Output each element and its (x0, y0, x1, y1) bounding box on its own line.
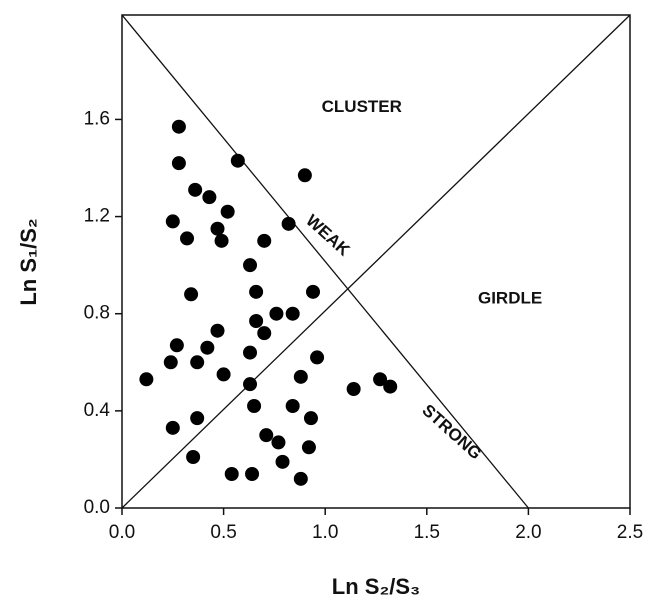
point (171, 119, 186, 134)
point (243, 345, 258, 360)
point (180, 231, 195, 246)
point (297, 168, 312, 183)
y-axis-label: Ln S₁/S₂ (16, 218, 41, 305)
y-tick-label: 0.8 (84, 303, 110, 324)
point (186, 450, 201, 464)
point (165, 214, 180, 229)
y-tick-label: 1.2 (84, 206, 110, 227)
y-tick-label: 0.0 (84, 497, 110, 518)
point (310, 350, 325, 365)
point (165, 420, 180, 435)
point (346, 382, 361, 396)
x-tick-label: 1.0 (312, 522, 338, 543)
point (202, 190, 217, 205)
point (210, 221, 225, 236)
x-tick-label: 0.0 (109, 522, 135, 543)
point (230, 153, 245, 168)
point (257, 233, 272, 248)
point (220, 204, 235, 219)
point (301, 440, 316, 455)
point (171, 156, 186, 171)
point (247, 399, 262, 413)
point (306, 284, 321, 299)
y-tick-label: 0.4 (84, 400, 111, 421)
y-tick-label: 1.6 (84, 108, 110, 129)
point (281, 216, 296, 231)
point (243, 258, 258, 273)
point (257, 326, 272, 341)
point (224, 467, 239, 481)
point (210, 323, 225, 338)
point (285, 306, 300, 321)
x-tick-label: 2.0 (515, 522, 541, 543)
point (275, 454, 290, 469)
point (190, 411, 205, 426)
annotation: STRONG (418, 401, 485, 464)
point (293, 369, 308, 384)
point (139, 372, 154, 387)
point (269, 306, 284, 321)
point (373, 372, 388, 387)
point (200, 340, 215, 355)
point (293, 471, 308, 486)
point (243, 377, 258, 392)
point (249, 314, 264, 328)
annotation: GIRDLE (478, 289, 542, 308)
reference-line (121, 14, 631, 509)
point (184, 287, 199, 302)
point (285, 399, 300, 413)
point (303, 411, 318, 426)
point (190, 355, 205, 370)
x-tick-label: 2.5 (617, 522, 643, 543)
point (271, 435, 286, 450)
plot-frame (121, 14, 631, 509)
point (169, 338, 184, 353)
x-tick-label: 0.5 (210, 522, 236, 543)
point (163, 355, 178, 370)
reference-line (121, 14, 529, 509)
point (249, 284, 264, 299)
annotation: WEAK (302, 211, 354, 260)
x-axis-label: Ln S₂/S₃ (332, 574, 420, 599)
point (216, 367, 231, 382)
annotation: CLUSTER (322, 97, 402, 116)
point (214, 233, 229, 248)
point (245, 467, 260, 481)
point (188, 182, 203, 197)
x-tick-label: 1.5 (414, 522, 440, 543)
point (383, 379, 398, 394)
point (259, 428, 274, 443)
